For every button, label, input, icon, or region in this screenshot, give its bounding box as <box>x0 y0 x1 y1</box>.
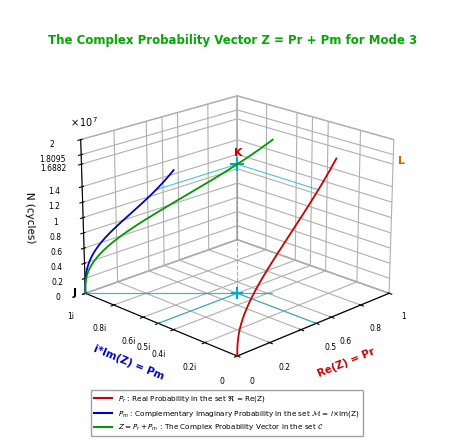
Title: The Complex Probability Vector Z = Pr + Pm for Mode 3: The Complex Probability Vector Z = Pr + … <box>48 34 417 48</box>
Text: $\times\,10^7$: $\times\,10^7$ <box>70 116 98 129</box>
Legend: $P_r$ : Real Probability in the set $\mathfrak{R}$ = Re(Z), $P_m$ : Complementar: $P_r$ : Real Probability in the set $\ma… <box>91 390 363 436</box>
X-axis label: Re(Z) = Pr: Re(Z) = Pr <box>316 347 376 379</box>
Y-axis label: i*Im(Z) = Pm: i*Im(Z) = Pm <box>92 344 165 382</box>
